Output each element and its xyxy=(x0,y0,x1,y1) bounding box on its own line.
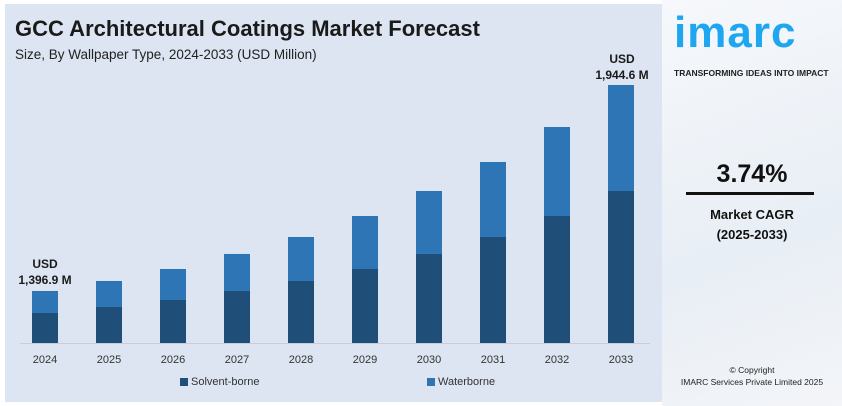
chart-title: GCC Architectural Coatings Market Foreca… xyxy=(15,16,480,41)
x-tick-2026: 2026 xyxy=(160,354,186,366)
bar-solvent-borne-2028 xyxy=(288,280,314,343)
bar-waterborne-2033 xyxy=(608,85,634,191)
copyright-line: © Copyright xyxy=(729,365,775,375)
x-tick-2032: 2032 xyxy=(544,354,570,366)
bar-solvent-borne-2030 xyxy=(416,253,442,343)
x-tick-2025: 2025 xyxy=(96,354,122,366)
cagr-period: (2025-2033) xyxy=(716,227,788,242)
first-bar-label: USD 1,396.9 M xyxy=(0,256,90,288)
x-tick-2030: 2030 xyxy=(416,354,442,366)
brand-panel: imarc TRANSFORMING IDEAS INTO IMPACT 3.7… xyxy=(662,0,842,406)
cagr-label: Market CAGR (2025-2033) xyxy=(662,205,842,245)
imarc-logo: imarc xyxy=(674,8,797,57)
copyright: © Copyright IMARC Services Private Limit… xyxy=(662,364,842,388)
last-value: 1,944.6 M xyxy=(595,68,649,82)
cagr-value: 3.74% xyxy=(716,160,788,188)
last-bar-label: USD 1,944.6 M xyxy=(577,51,667,83)
bar-solvent-borne-2031 xyxy=(480,236,506,343)
first-value: 1,396.9 M xyxy=(18,273,72,287)
bar-solvent-borne-2033 xyxy=(608,190,634,343)
bar-waterborne-2031 xyxy=(480,161,506,237)
chart-panel: GCC Architectural Coatings Market Foreca… xyxy=(5,4,662,402)
x-tick-2029: 2029 xyxy=(352,354,378,366)
first-unit: USD xyxy=(32,257,58,271)
legend-waterborne: Waterborne xyxy=(427,376,495,388)
x-tick-2033: 2033 xyxy=(608,354,634,366)
bar-solvent-borne-2026 xyxy=(160,299,186,343)
x-tick-2028: 2028 xyxy=(288,354,314,366)
bar-waterborne-2025 xyxy=(96,280,122,307)
bar-waterborne-2032 xyxy=(544,127,570,217)
bar-plot xyxy=(20,85,650,344)
divider xyxy=(686,192,814,195)
x-tick-2027: 2027 xyxy=(224,354,250,366)
bar-waterborne-2026 xyxy=(160,268,186,300)
bar-waterborne-2028 xyxy=(288,236,314,281)
legend-label: Waterborne xyxy=(438,376,496,388)
legend-swatch xyxy=(427,378,435,386)
last-unit: USD xyxy=(609,52,635,66)
bar-solvent-borne-2027 xyxy=(224,290,250,343)
x-tick-2031: 2031 xyxy=(480,354,506,366)
tagline: TRANSFORMING IDEAS INTO IMPACT xyxy=(674,68,829,78)
copyright-company: IMARC Services Private Limited 2025 xyxy=(680,377,824,387)
bar-waterborne-2029 xyxy=(352,215,378,269)
x-tick-2024: 2024 xyxy=(32,354,58,366)
bar-waterborne-2024 xyxy=(32,290,58,313)
chart-subtitle: Size, By Wallpaper Type, 2024-2033 (USD … xyxy=(15,47,317,62)
bar-waterborne-2027 xyxy=(224,253,250,291)
legend-solvent-borne: Solvent-borne xyxy=(180,376,260,388)
bar-solvent-borne-2024 xyxy=(32,312,58,343)
bar-solvent-borne-2032 xyxy=(544,216,570,343)
cagr-label-text: Market CAGR xyxy=(710,207,794,222)
legend-label: Solvent-borne xyxy=(191,376,260,388)
legend-swatch xyxy=(180,378,188,386)
bar-solvent-borne-2025 xyxy=(96,306,122,343)
bar-waterborne-2030 xyxy=(416,190,442,254)
bar-solvent-borne-2029 xyxy=(352,268,378,343)
